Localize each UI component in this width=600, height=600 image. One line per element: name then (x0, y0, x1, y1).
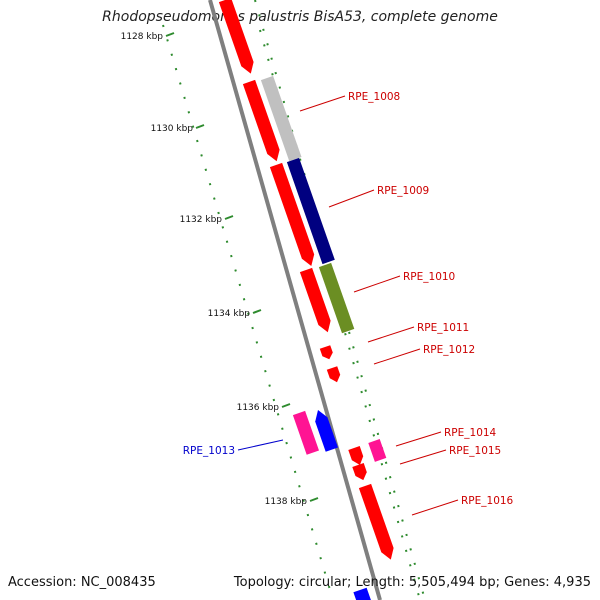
accession-text: Accession: NC_008435 (8, 575, 156, 590)
kbp-label: 1136 kbp (237, 403, 280, 413)
kbp-label: 1130 kbp (151, 124, 194, 134)
leader-line (237, 439, 284, 451)
leader-line (353, 275, 401, 293)
gene-label-RPE_1010: RPE_1010 (403, 271, 455, 283)
leader-line (367, 326, 415, 343)
kbp-label: 1134 kbp (208, 309, 251, 319)
leader-line (399, 449, 447, 465)
gene-magenta-RPE_1014 (368, 439, 387, 462)
gene-red-inner-5 (319, 345, 333, 360)
gene-label-RPE_1013: RPE_1013 (183, 445, 235, 457)
label-leader-lines (237, 95, 459, 516)
gene-red-inner-9 (358, 483, 394, 560)
major-tick (165, 32, 175, 37)
gene-labels: RPE_1008 RPE_1009 RPE_1010 RPE_1011 RPE_1012… (183, 91, 514, 507)
scale-ticks-inner (162, 24, 334, 600)
gene-label-RPE_1015: RPE_1015 (449, 445, 501, 457)
gene-red-inner-6 (326, 366, 341, 383)
gene-red-inner-4 (299, 267, 331, 333)
kbp-label: 1128 kbp (121, 32, 164, 42)
backbone-line (208, 0, 382, 600)
gene-red-inner-3 (269, 162, 315, 266)
gene-red-inner-1 (218, 0, 254, 74)
gene-label-RPE_1011: RPE_1011 (417, 322, 469, 334)
gene-label-RPE_1009: RPE_1009 (377, 185, 429, 197)
gene-label-RPE_1016: RPE_1016 (461, 495, 514, 507)
gene-gray-RPE_1008 (260, 75, 302, 162)
major-tick (252, 309, 262, 314)
gene-label-RPE_1014: RPE_1014 (444, 427, 497, 439)
gene-navy-RPE_1009 (286, 157, 335, 265)
genome-summary-text: Topology: circular; Length: 5,505,494 bp… (233, 575, 591, 590)
leader-line (299, 95, 346, 112)
kbp-labels: 1128 kbp 1130 kbp 1132 kbp 1134 kbp 1136 kbp… (121, 32, 308, 507)
major-tick (281, 403, 291, 408)
major-tick (224, 215, 234, 220)
gene-olive-RPE_1010 (318, 262, 355, 334)
genome-backbone (208, 0, 382, 600)
gene-blue-bottom (353, 587, 371, 600)
gene-red-inner-8 (352, 463, 367, 481)
major-tick (195, 124, 205, 129)
gene-red-inner-7 (348, 446, 364, 465)
gene-label-RPE_1012: RPE_1012 (423, 344, 475, 356)
kbp-label: 1132 kbp (180, 215, 223, 225)
gene-blue-left (315, 410, 338, 452)
leader-line (328, 189, 375, 208)
gene-red-inner-2 (242, 79, 280, 162)
gene-label-RPE_1008: RPE_1008 (348, 91, 400, 103)
leader-line (411, 499, 459, 516)
major-tick (309, 497, 319, 502)
gene-features (218, 0, 394, 600)
gene-magenta-left (292, 410, 319, 455)
genome-title: Rhodopseudomonas palustris BisA53, compl… (102, 9, 498, 25)
leader-line (395, 431, 442, 447)
kbp-label: 1138 kbp (265, 497, 308, 507)
leader-line (373, 348, 421, 365)
